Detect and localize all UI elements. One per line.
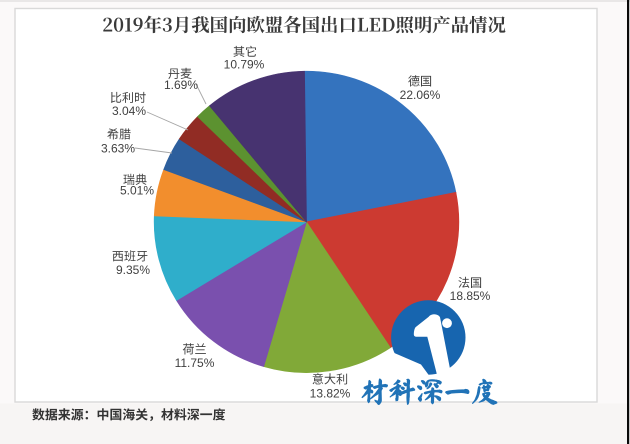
svg-text:5.01%: 5.01% [120, 184, 154, 198]
svg-text:11.75%: 11.75% [175, 356, 215, 370]
svg-text:1.69%: 1.69% [164, 78, 198, 92]
svg-text:3.04%: 3.04% [112, 104, 146, 118]
svg-text:10.79%: 10.79% [224, 58, 265, 72]
svg-text:22.06%: 22.06% [400, 88, 441, 102]
svg-text:18.85%: 18.85% [450, 289, 491, 303]
svg-text:3.63%: 3.63% [101, 142, 135, 156]
svg-text:13.82%: 13.82% [310, 387, 351, 401]
svg-text:9.35%: 9.35% [116, 263, 150, 277]
